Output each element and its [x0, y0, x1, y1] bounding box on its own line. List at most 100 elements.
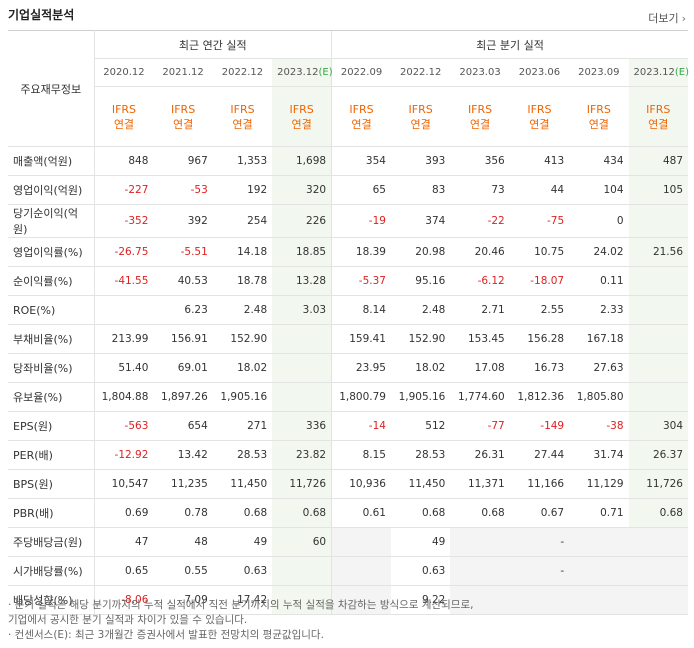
- accounting-basis: IFRS 연결: [509, 86, 570, 147]
- table-cell: 20.98: [390, 237, 451, 267]
- chevron-right-icon: ›: [681, 11, 686, 25]
- table-cell: 226: [272, 204, 332, 238]
- table-cell: 374: [390, 204, 451, 238]
- table-row: 부채비율(%) 213.99 156.91 152.90 159.41 152.90 153…: [8, 324, 688, 354]
- accounting-basis: IFRS 연결: [331, 86, 391, 147]
- more-link-label: 더보기: [648, 12, 679, 25]
- row-label: BPS(원): [8, 469, 95, 499]
- table-row: 영업이익률(%) -26.75 -5.51 14.18 18.85 18.39 20.98 2…: [8, 237, 688, 267]
- table-cell: [272, 353, 332, 383]
- table-row: BPS(원) 10,547 11,235 11,450 11,726 10,936 11,4…: [8, 469, 688, 499]
- table-cell: 40.53: [153, 266, 213, 296]
- accounting-basis: IFRS 연결: [153, 86, 213, 147]
- row-label: 배당성향(%): [8, 585, 95, 615]
- table-cell: 0.69: [94, 498, 154, 528]
- table-cell: 17.42: [212, 585, 273, 615]
- table-cell: 49: [390, 527, 451, 557]
- table-cell: [450, 556, 510, 586]
- table-cell: 213.99: [94, 324, 154, 354]
- table-cell: [628, 266, 688, 296]
- section-title: 기업실적분석: [8, 8, 75, 22]
- table-cell: 0.68: [628, 498, 688, 528]
- table-cell: 0.11: [569, 266, 629, 296]
- table-cell: [628, 353, 688, 383]
- table-cell: [569, 527, 629, 557]
- table-cell: 105: [628, 175, 688, 205]
- accounting-basis: IFRS 연결: [272, 86, 332, 147]
- table-cell: 11,450: [212, 469, 273, 499]
- table-cell: [450, 527, 510, 557]
- table-cell: 1,698: [272, 146, 332, 176]
- table-cell: 152.90: [390, 324, 451, 354]
- table-cell: 14.18: [212, 237, 273, 267]
- table-cell: 49: [212, 527, 273, 557]
- table-cell: 0.55: [153, 556, 213, 586]
- table-row: PER(배) -12.92 13.42 28.53 23.82 8.15 28.53 26.3…: [8, 440, 688, 470]
- table-cell: -6.12: [450, 266, 510, 296]
- basis-scope: 연결: [410, 117, 431, 131]
- table-cell: [272, 585, 332, 615]
- table-cell: 7.09: [153, 585, 213, 615]
- basis-scope: 연결: [172, 117, 194, 131]
- table-row: 매출액(억원) 848 967 1,353 1,698 354 393 356 413 434 48…: [8, 146, 688, 176]
- table-cell: [450, 585, 510, 615]
- accounting-basis: IFRS 연결: [628, 86, 688, 147]
- table-cell: -5.51: [153, 237, 213, 267]
- table-cell: 1,805.80: [569, 382, 629, 412]
- table-cell: [331, 585, 391, 615]
- label-column-header: 주요재무정보: [8, 30, 95, 147]
- table-cell: 47: [94, 527, 154, 557]
- table-cell: 271: [212, 411, 273, 441]
- table-cell: 48: [153, 527, 213, 557]
- period-header: 2023.12(E): [628, 58, 689, 87]
- table-cell: 65: [331, 175, 391, 205]
- table-cell: 192: [212, 175, 273, 205]
- table-cell: 23.95: [331, 353, 391, 383]
- basis-scope: 연결: [529, 117, 550, 131]
- table-cell: 69.01: [153, 353, 213, 383]
- row-label: 유보율(%): [8, 382, 95, 412]
- basis-standard: IFRS: [467, 102, 493, 116]
- table-cell: 156.91: [153, 324, 213, 354]
- table-cell: 51.40: [94, 353, 154, 383]
- table-row: 주당배당금(원) 47 48 49 60 49-: [8, 527, 688, 557]
- more-link[interactable]: 더보기 ›: [648, 10, 686, 26]
- table-cell: -18.07: [509, 266, 570, 296]
- estimate-mark: (E): [318, 67, 333, 78]
- table-row: 당좌비율(%) 51.40 69.01 18.02 23.95 18.02 17.08 16.…: [8, 353, 688, 383]
- basis-standard: IFRS: [646, 102, 671, 116]
- table-row: PBR(배) 0.69 0.78 0.68 0.68 0.61 0.68 0.68 0.67 0.…: [8, 498, 688, 528]
- basis-scope: 연결: [113, 117, 135, 131]
- period-header: 2021.12: [153, 58, 213, 87]
- table-cell: 9.22: [390, 585, 451, 615]
- table-cell: 0.61: [331, 498, 391, 528]
- table-cell: [628, 556, 688, 586]
- table-row: 순이익률(%) -41.55 40.53 18.78 13.28 -5.37 95.16 -6…: [8, 266, 688, 296]
- table-cell: 356: [450, 146, 510, 176]
- table-cell: -77: [450, 411, 510, 441]
- table-cell: 13.28: [272, 266, 332, 296]
- table-cell: [569, 585, 629, 615]
- row-label: ROE(%): [8, 295, 95, 325]
- basis-standard: IFRS: [111, 102, 137, 116]
- table-cell: [272, 324, 332, 354]
- table-cell: [569, 556, 629, 586]
- table-cell: 254: [212, 204, 273, 238]
- table-cell: 0.65: [94, 556, 154, 586]
- table-cell: 1,800.79: [331, 382, 391, 412]
- table-cell: 11,235: [153, 469, 213, 499]
- table-cell: -8.06: [94, 585, 154, 615]
- table-cell: 2.55: [509, 295, 570, 325]
- table-cell: 336: [272, 411, 332, 441]
- table-cell: [628, 204, 688, 238]
- table-cell: 6.23: [153, 295, 213, 325]
- table-row: 배당성향(%) -8.06 7.09 17.42 9.22: [8, 585, 688, 615]
- footnote-line: · 컨센서스(E): 최근 3개월간 증권사에서 발표한 전망치의 평균값입니다…: [8, 629, 324, 641]
- table-cell: 11,371: [450, 469, 510, 499]
- table-row: ROE(%) 6.23 2.48 3.03 8.14 2.48 2.71 2.55 2.33: [8, 295, 688, 325]
- table-cell: -: [509, 527, 570, 557]
- accounting-basis: IFRS 연결: [569, 86, 629, 147]
- table-cell: 0.68: [212, 498, 273, 528]
- table-cell: 0.63: [390, 556, 451, 586]
- table-cell: 18.78: [212, 266, 273, 296]
